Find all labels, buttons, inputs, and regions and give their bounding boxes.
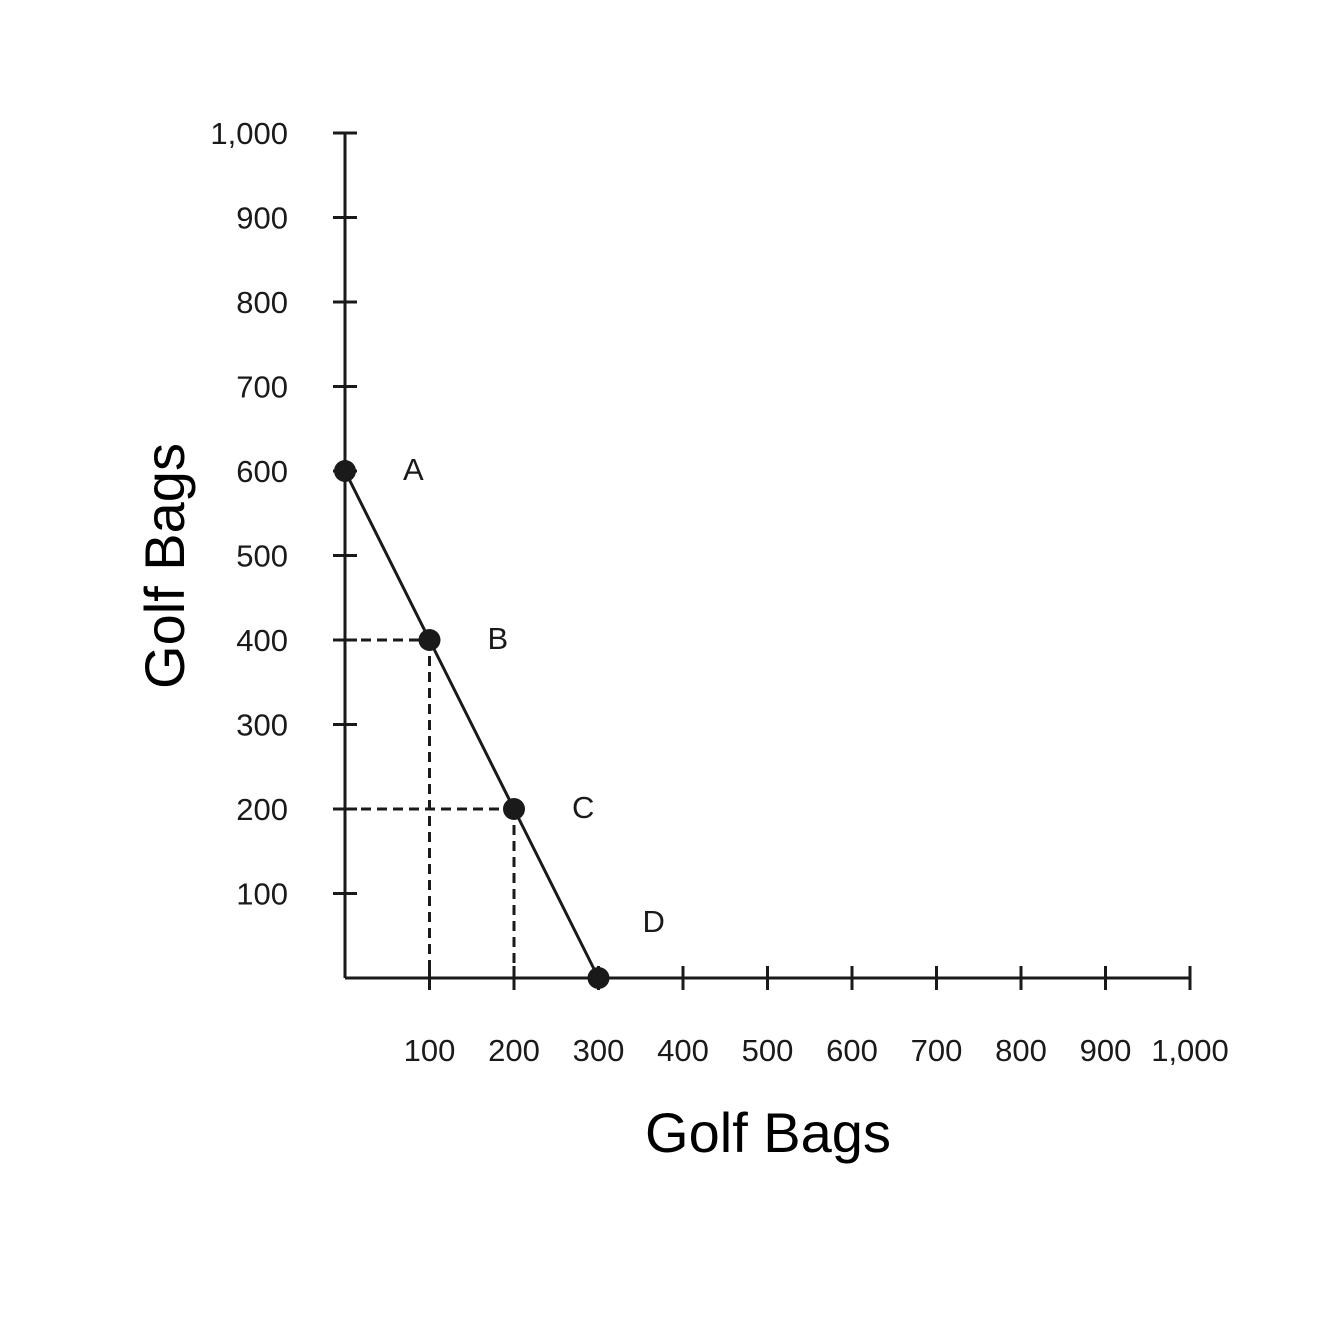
x-tick-label: 1,000 <box>1151 1033 1229 1068</box>
x-tick-label: 200 <box>488 1033 540 1068</box>
x-tick-label: 900 <box>1080 1033 1132 1068</box>
y-tick-label: 900 <box>236 201 288 236</box>
point-label-b: B <box>488 621 509 656</box>
x-tick-label: 300 <box>573 1033 625 1068</box>
y-tick-label: 500 <box>236 539 288 574</box>
x-tick-label: 600 <box>826 1033 878 1068</box>
guide-lines <box>345 638 516 978</box>
point-c <box>503 798 525 820</box>
point-label-a: A <box>403 452 424 487</box>
x-tick-label: 100 <box>404 1033 456 1068</box>
x-axis-ticks: 100 200 300 400 500 600 700 800 900 1,000 <box>404 966 1229 1068</box>
point-label-d: D <box>643 904 665 939</box>
x-axis-title: Golf Bags <box>645 1101 891 1164</box>
y-tick-label: 400 <box>236 623 288 658</box>
y-tick-label: 100 <box>236 877 288 912</box>
y-axis-ticks: 100 200 300 400 500 600 700 800 900 1,000 <box>210 116 357 912</box>
y-tick-label: 800 <box>236 285 288 320</box>
y-tick-label: 200 <box>236 792 288 827</box>
x-tick-label: 800 <box>995 1033 1047 1068</box>
ppf-line <box>343 470 600 979</box>
y-axis-title: Golf Bags <box>133 443 196 689</box>
y-tick-label: 1,000 <box>210 116 288 151</box>
point-d <box>587 967 610 989</box>
x-tick-label: 700 <box>911 1033 963 1068</box>
point-b <box>418 629 441 651</box>
x-tick-label: 400 <box>657 1033 709 1068</box>
x-tick-label: 500 <box>742 1033 794 1068</box>
y-tick-label: 700 <box>236 370 288 405</box>
y-tick-label: 600 <box>236 454 288 489</box>
ppf-series: A B C D <box>334 452 665 989</box>
point-label-c: C <box>572 790 594 825</box>
point-a <box>334 460 356 482</box>
y-tick-label: 300 <box>236 708 288 743</box>
